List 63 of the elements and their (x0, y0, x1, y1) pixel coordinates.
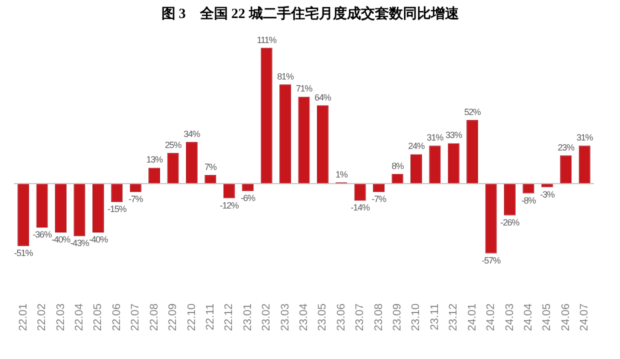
x-tick-label: 23.11 (428, 303, 441, 330)
data-label: 33% (446, 130, 462, 140)
x-tick-label: 22.07 (130, 303, 142, 332)
x-tick-label: 24.01 (466, 303, 478, 332)
data-label: -26% (500, 217, 520, 228)
x-tick-label: 22.06 (110, 303, 123, 332)
x-tick-label: 22.08 (148, 303, 160, 332)
data-label: 34% (184, 128, 200, 139)
x-tick-label: 23.12 (448, 303, 460, 332)
chart-title: 图 3 全国 22 城二手住宅月度成交套数同比增速 (161, 5, 460, 22)
data-label: -14% (350, 202, 370, 213)
x-tick-label: 23.09 (392, 303, 404, 332)
x-tick-label: 23.10 (410, 303, 422, 332)
data-label: -7% (128, 194, 144, 204)
x-tick-label: 23.06 (335, 303, 348, 332)
x-tick-label: 22.05 (92, 303, 104, 332)
data-label: 24% (408, 141, 425, 152)
x-tick-label: 22.02 (36, 303, 48, 332)
data-label: 31% (576, 132, 594, 143)
data-label: 25% (164, 140, 182, 150)
x-tick-label: 23.03 (279, 303, 292, 332)
data-label: 71% (296, 84, 313, 94)
data-label: 23% (558, 142, 575, 152)
data-label: -57% (482, 255, 501, 266)
x-tick-label: 22.03 (54, 303, 67, 332)
data-label: 31% (426, 132, 444, 143)
data-label: -7% (372, 194, 386, 204)
x-tick-label: 22.12 (223, 303, 236, 332)
data-label: 1% (335, 169, 348, 180)
data-label: 13% (146, 154, 164, 165)
x-tick-label: 24.05 (541, 303, 554, 332)
data-label: -51% (14, 248, 34, 258)
data-label: 111% (256, 34, 277, 45)
x-tick-label: 24.06 (560, 303, 572, 332)
x-tick-label: 24.07 (578, 303, 591, 332)
data-label: 8% (392, 160, 404, 171)
x-tick-label: 24.02 (485, 303, 498, 332)
x-tick-label: 23.01 (242, 303, 254, 332)
data-label: -43% (70, 238, 90, 248)
x-tick-label: 23.08 (372, 303, 385, 332)
x-tick-label: 22.01 (17, 303, 30, 332)
data-label: -8% (521, 195, 536, 206)
x-tick-label: 22.04 (74, 303, 86, 332)
x-tick-label: 22.11 (204, 303, 216, 330)
x-tick-label: 23.05 (316, 303, 329, 332)
x-tick-label: 22.09 (167, 303, 180, 332)
data-label: -3% (540, 189, 555, 200)
x-tick-label: 23.07 (354, 303, 366, 332)
x-tick-label: 24.04 (522, 303, 534, 332)
x-tick-label: 24.03 (504, 303, 516, 332)
data-label: -6% (240, 192, 256, 203)
data-label: -15% (108, 204, 127, 214)
data-label: 52% (464, 106, 482, 117)
data-label: -40% (51, 234, 71, 245)
data-label: 7% (204, 162, 217, 172)
data-label: 81% (277, 71, 294, 82)
data-label: -12% (220, 200, 240, 210)
data-label: 64% (314, 92, 332, 102)
data-label: -40% (88, 234, 108, 245)
x-tick-label: 22.10 (186, 303, 198, 332)
x-tick-label: 23.02 (260, 303, 273, 332)
x-tick-label: 23.04 (298, 303, 310, 332)
data-label: -36% (32, 230, 52, 240)
